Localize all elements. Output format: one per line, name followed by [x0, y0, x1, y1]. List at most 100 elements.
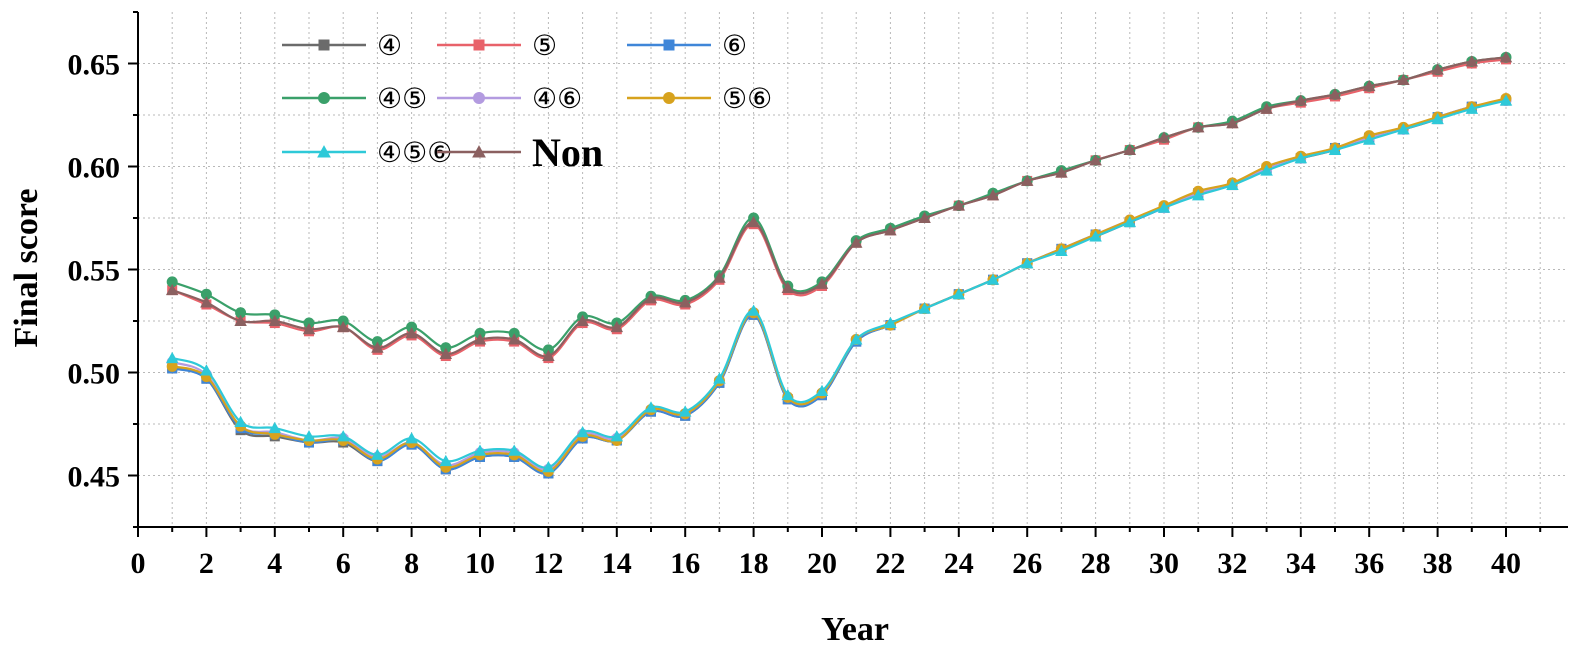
x-tick-label: 34	[1286, 547, 1316, 580]
data-point	[473, 444, 487, 456]
data-point	[952, 199, 966, 211]
data-point	[371, 448, 384, 460]
data-point	[1123, 215, 1137, 228]
legend-marker	[663, 92, 675, 104]
data-point	[747, 304, 760, 316]
legend-item: ④	[282, 29, 402, 62]
data-point	[576, 314, 589, 326]
series-line	[171, 56, 1507, 358]
data-point	[678, 296, 692, 308]
legend-label: ④⑤	[377, 82, 427, 115]
x-tick-label: 0	[131, 547, 146, 580]
data-point	[405, 327, 418, 339]
legend-label: ④⑥	[532, 82, 582, 115]
data-point	[1431, 112, 1444, 125]
x-tick-label: 4	[267, 547, 282, 580]
data-point	[1191, 121, 1205, 133]
y-tick-label: 0.45	[68, 461, 121, 494]
data-point	[781, 281, 795, 294]
data-point	[234, 415, 247, 427]
legend-label: ⑥	[722, 29, 747, 62]
data-point	[644, 401, 658, 413]
series-2	[167, 54, 1511, 364]
series-layer	[165, 51, 1513, 479]
data-point	[610, 320, 624, 333]
data-point	[473, 333, 487, 345]
data-point	[986, 189, 1000, 201]
x-tick-label: 12	[533, 547, 563, 580]
legend: ④ ④⑤ ④⑤⑥ ⑤ ④⑥ Non ⑥ ⑤⑥	[282, 29, 772, 175]
data-point	[1397, 123, 1410, 135]
series-5	[166, 95, 1512, 475]
data-point	[849, 236, 863, 248]
data-point	[747, 215, 760, 228]
x-tick-label: 10	[465, 547, 495, 580]
data-point	[884, 224, 897, 236]
data-point	[1294, 94, 1308, 106]
data-point	[1260, 164, 1273, 176]
data-point	[302, 430, 316, 442]
x-tick-label: 2	[199, 547, 214, 580]
data-point	[576, 425, 589, 438]
data-point	[235, 307, 247, 319]
legend-label: ④	[377, 29, 402, 62]
data-point	[1020, 174, 1034, 186]
legend-item: ④⑥	[437, 82, 582, 115]
x-tick-label: 8	[404, 547, 419, 580]
legend-marker	[473, 92, 485, 104]
data-point	[336, 430, 350, 442]
data-point	[644, 292, 658, 304]
y-axis-title: Final score	[8, 189, 45, 348]
x-tick-label: 38	[1423, 547, 1453, 580]
x-tick-label: 18	[739, 547, 769, 580]
data-point	[165, 283, 179, 296]
data-point	[678, 405, 692, 417]
data-point	[1260, 102, 1273, 114]
data-point	[781, 388, 795, 401]
series-line	[171, 56, 1507, 352]
data-point	[1123, 143, 1137, 156]
y-tick-label: 0.55	[68, 255, 121, 288]
legend-label: ⑤⑥	[722, 82, 772, 115]
data-point	[1157, 131, 1171, 143]
data-point	[1020, 257, 1034, 269]
data-point	[884, 316, 897, 329]
x-tick-label: 6	[336, 547, 351, 580]
x-axis-title: Year	[821, 611, 889, 648]
data-point	[986, 273, 1000, 285]
data-point	[1226, 178, 1239, 191]
data-point	[439, 347, 453, 359]
data-point	[1089, 230, 1102, 242]
y-tick-label: 0.60	[68, 152, 121, 185]
data-point	[165, 351, 179, 364]
x-tick-label: 20	[807, 547, 837, 580]
y-tick-label: 0.65	[68, 49, 121, 82]
x-tick-label: 24	[944, 547, 974, 580]
legend-item: ⑥	[627, 29, 747, 62]
data-point	[952, 287, 966, 300]
data-point	[1294, 152, 1308, 164]
data-point	[1328, 88, 1342, 100]
series-7	[165, 94, 1513, 473]
legend-item: ④⑤⑥	[282, 136, 452, 169]
data-point	[1362, 79, 1376, 92]
data-point	[336, 320, 350, 333]
legend-marker	[318, 92, 330, 104]
legend-label: ⑤	[532, 29, 557, 62]
data-point	[268, 421, 282, 434]
data-point	[439, 454, 453, 467]
x-tick-label: 30	[1149, 547, 1179, 580]
x-tick-label: 36	[1354, 547, 1384, 580]
data-point	[1465, 55, 1479, 67]
legend-marker	[663, 39, 675, 51]
data-point	[542, 349, 555, 362]
x-tick-label: 26	[1012, 547, 1042, 580]
data-point	[918, 211, 931, 223]
data-point	[1362, 133, 1376, 145]
legend-marker	[317, 145, 331, 158]
data-point	[507, 333, 521, 345]
data-point	[815, 277, 829, 289]
x-tick-label: 28	[1081, 547, 1111, 580]
data-point	[1499, 94, 1513, 106]
